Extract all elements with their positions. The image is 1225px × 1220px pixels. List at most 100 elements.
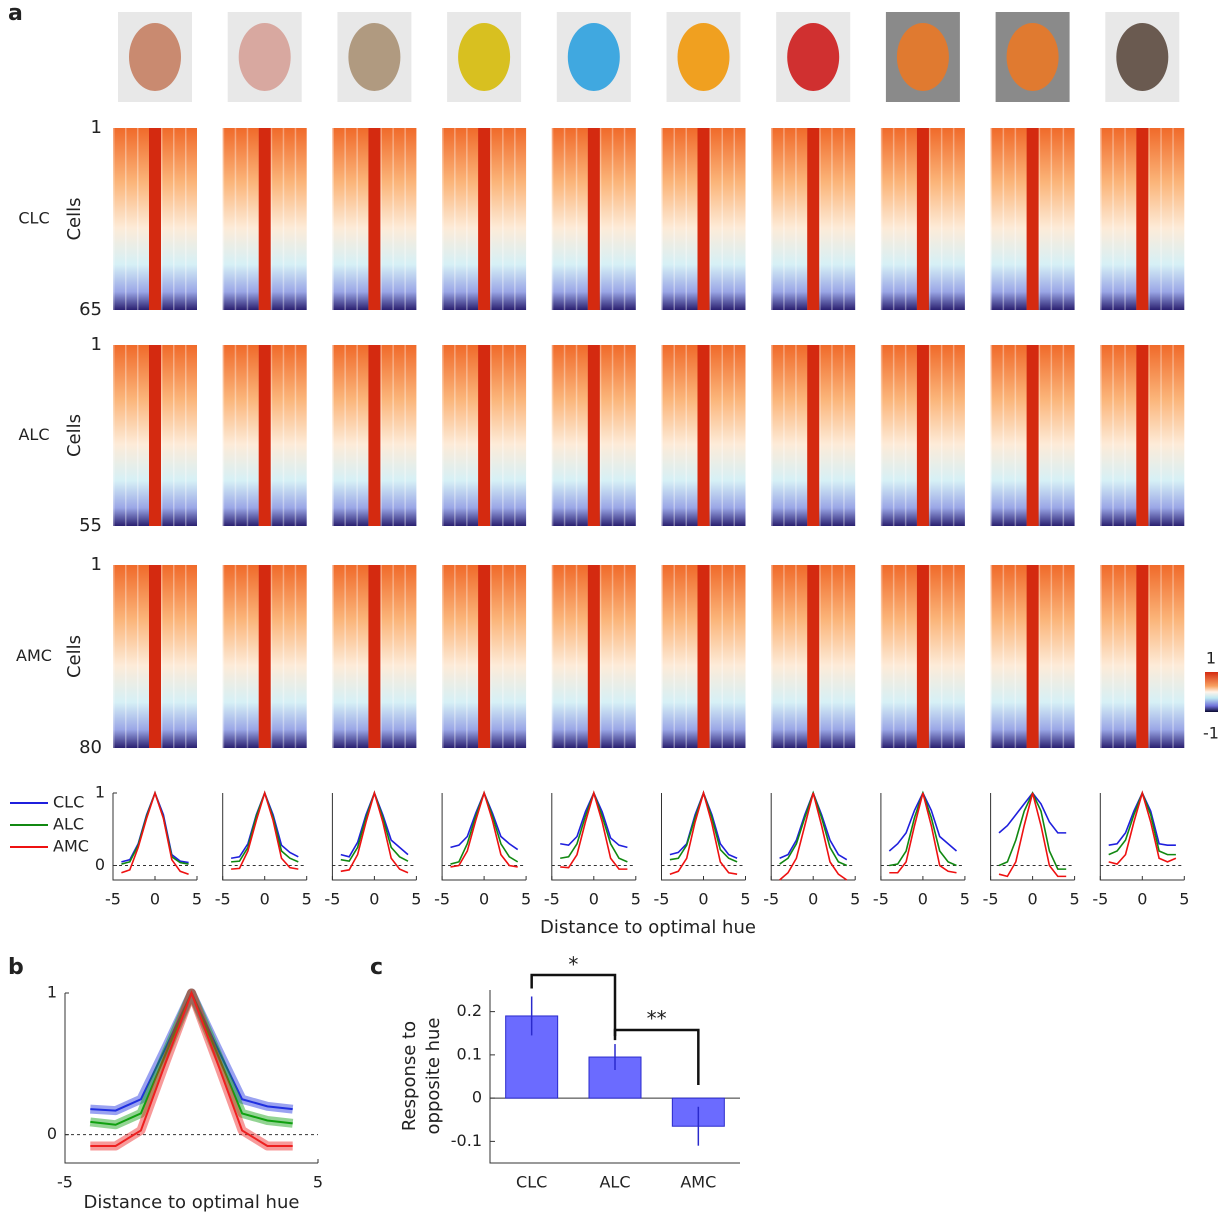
heatmap-column [819, 345, 821, 526]
heatmap-column [1051, 128, 1053, 310]
heatmap-column [686, 565, 688, 748]
x-tick-label: -5 [215, 890, 231, 909]
y-tick-label: 1 [91, 334, 102, 355]
heatmap-column [442, 565, 444, 748]
heatmap-column [1124, 565, 1126, 748]
series-line [90, 993, 292, 1111]
heatmap-column [235, 565, 237, 748]
heatmap-peak [588, 565, 600, 748]
heatmap-column [1148, 345, 1150, 526]
heatmap-column [223, 565, 225, 748]
heatmap-column [1015, 345, 1017, 526]
axes [332, 793, 416, 880]
heatmap-column [576, 128, 578, 310]
axes [65, 993, 318, 1163]
heatmap-column [1003, 128, 1005, 310]
heatmap-column [795, 345, 797, 526]
heatmap-column [271, 345, 273, 526]
x-tick-label: 0 [808, 890, 818, 909]
heatmap-column [295, 565, 297, 748]
heatmap-column [991, 345, 993, 526]
heatmap-column [905, 565, 907, 748]
heatmap-column [1039, 345, 1041, 526]
heatmap-column [137, 565, 139, 748]
row-label: CLC [18, 209, 49, 228]
heatmap-column [819, 565, 821, 748]
heatmap-peak [368, 128, 380, 310]
heatmap-column [344, 345, 346, 526]
series-line [670, 793, 737, 858]
heatmap-column [624, 565, 626, 748]
series-band [90, 993, 292, 1111]
heatmap-column [380, 565, 382, 748]
heatmap-column [454, 128, 456, 310]
heatmap-peak [807, 128, 819, 310]
heatmap-column [1051, 345, 1053, 526]
colorbar-tick: 1 [1206, 649, 1216, 668]
heatmap-column [514, 565, 516, 748]
heatmap-column [344, 128, 346, 310]
heatmap-column [125, 128, 127, 310]
x-tick-label: -5 [763, 890, 779, 909]
row-label: ALC [18, 425, 49, 444]
heatmap-column [442, 345, 444, 526]
stimulus-shape [897, 23, 949, 91]
x-tick-label: -5 [654, 890, 670, 909]
x-tick-label: AMC [680, 1173, 716, 1192]
heatmap-column [404, 565, 406, 748]
heatmap-column [953, 565, 955, 748]
x-tick-label: 0 [1028, 890, 1038, 909]
heatmap-column [771, 128, 773, 310]
heatmap-peak [478, 565, 490, 748]
heatmap-column [564, 345, 566, 526]
heatmap-column [1100, 345, 1102, 526]
heatmap-column [1160, 565, 1162, 748]
heatmap-column [552, 565, 554, 748]
stimulus-shape [239, 23, 291, 91]
stimulus-shape [1116, 23, 1168, 91]
axes [1100, 793, 1184, 880]
heatmap-column [185, 345, 187, 526]
panel-label: b [8, 955, 24, 980]
heatmap-column [356, 128, 358, 310]
y-tick-label: 1 [91, 117, 102, 138]
heatmap-column [344, 565, 346, 748]
heatmap-column [831, 565, 833, 748]
heatmap-column [332, 128, 334, 310]
figure: a b c Distance to optimal hue 1 -1 CLCCe… [0, 0, 1225, 1216]
heatmap-column [235, 345, 237, 526]
heatmap-column [1172, 345, 1174, 526]
heatmap-column [662, 565, 664, 748]
x-axis-label: Distance to optimal hue [540, 917, 756, 938]
y-axis-label: Response to [399, 1021, 420, 1131]
x-tick-label: -5 [57, 1173, 73, 1192]
y-tick-label: 1 [91, 554, 102, 575]
y-tick-label: 65 [79, 299, 102, 320]
heatmap-column [1172, 128, 1174, 310]
heatmap-column [1051, 565, 1053, 748]
heatmap-column [612, 345, 614, 526]
heatmap-peak [259, 565, 271, 748]
heatmap-column [843, 565, 845, 748]
x-tick-label: 0 [698, 890, 708, 909]
heatmap-column [392, 345, 394, 526]
x-tick-label: -5 [324, 890, 340, 909]
x-tick-label: CLC [516, 1173, 547, 1192]
series-line [341, 793, 408, 857]
annotation: * [568, 953, 578, 977]
x-tick-label: -5 [434, 890, 450, 909]
heatmap-column [881, 128, 883, 310]
series-line [341, 793, 408, 873]
heatmap-peak [1136, 565, 1148, 748]
heatmap-column [283, 345, 285, 526]
series-line [999, 793, 1066, 833]
heatmap-column [905, 128, 907, 310]
heatmap-column [722, 565, 724, 748]
heatmap-column [490, 565, 492, 748]
heatmap-column [795, 565, 797, 748]
heatmap-column [137, 345, 139, 526]
heatmap-column [819, 128, 821, 310]
series-line [451, 793, 518, 850]
x-tick-label: 5 [521, 890, 531, 909]
series-line [451, 793, 518, 864]
